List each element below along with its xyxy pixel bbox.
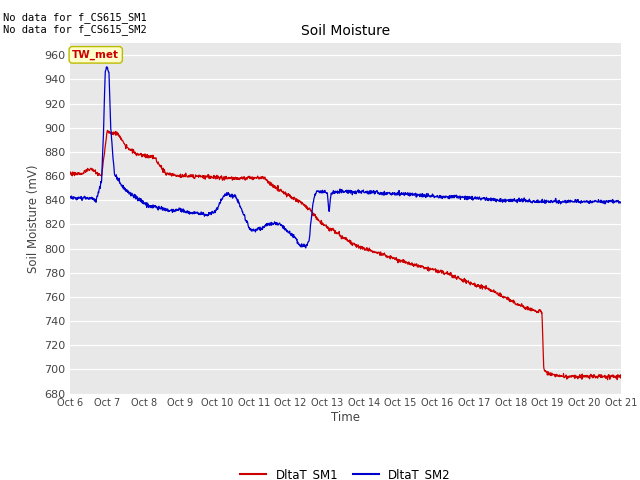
Legend: DltaT_SM1, DltaT_SM2: DltaT_SM1, DltaT_SM2 bbox=[236, 463, 456, 480]
Title: Soil Moisture: Soil Moisture bbox=[301, 24, 390, 38]
DltaT_SM2 bbox=[302, 245, 310, 251]
DltaT_SM2 bbox=[109, 158, 117, 164]
DltaT_SM2 bbox=[312, 191, 320, 196]
DltaT_SM1 bbox=[380, 252, 388, 257]
Y-axis label: Soil Moisture (mV): Soil Moisture (mV) bbox=[27, 164, 40, 273]
DltaT_SM1 bbox=[104, 128, 111, 133]
DltaT_SM2 bbox=[132, 196, 140, 202]
DltaT_SM2 bbox=[67, 194, 74, 200]
DltaT_SM1 bbox=[300, 202, 308, 207]
DltaT_SM2 bbox=[300, 244, 308, 250]
DltaT_SM1 bbox=[67, 169, 74, 175]
DltaT_SM1 bbox=[322, 223, 330, 229]
DltaT_SM2 bbox=[617, 200, 625, 205]
Line: DltaT_SM2: DltaT_SM2 bbox=[70, 67, 621, 248]
Line: DltaT_SM1: DltaT_SM1 bbox=[70, 131, 621, 380]
DltaT_SM2 bbox=[102, 64, 110, 70]
DltaT_SM1 bbox=[312, 215, 319, 220]
X-axis label: Time: Time bbox=[331, 411, 360, 424]
DltaT_SM2 bbox=[322, 190, 330, 195]
Text: TW_met: TW_met bbox=[72, 50, 119, 60]
DltaT_SM1 bbox=[604, 377, 611, 383]
DltaT_SM1 bbox=[617, 375, 625, 381]
DltaT_SM2 bbox=[381, 189, 388, 194]
DltaT_SM1 bbox=[109, 132, 117, 137]
Text: No data for f_CS615_SM1: No data for f_CS615_SM1 bbox=[3, 12, 147, 23]
Text: No data for f_CS615_SM2: No data for f_CS615_SM2 bbox=[3, 24, 147, 35]
DltaT_SM1 bbox=[132, 150, 140, 156]
